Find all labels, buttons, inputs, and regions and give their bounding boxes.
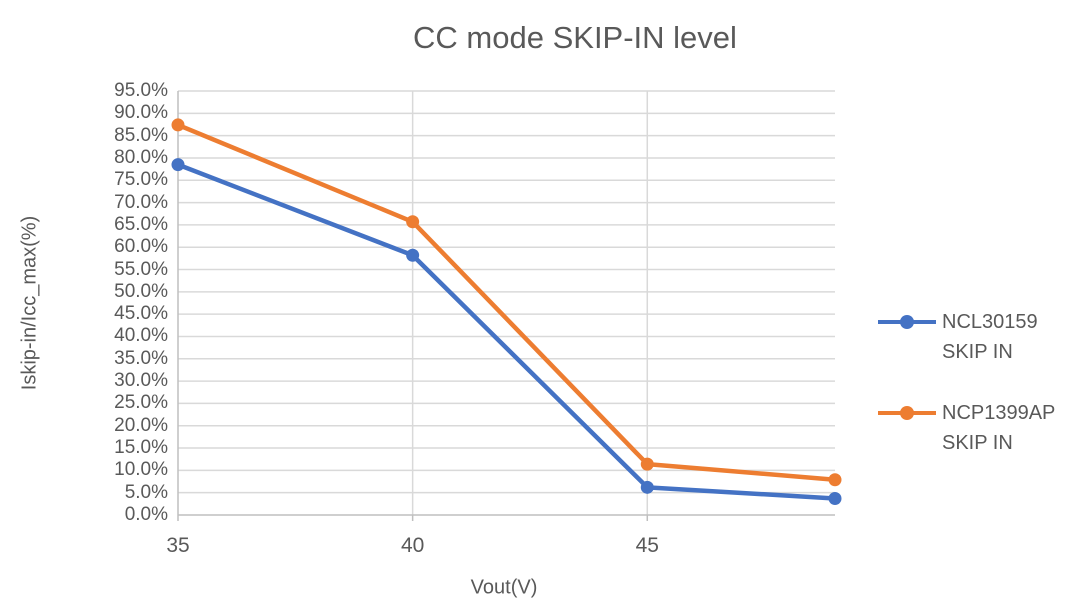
- legend-label: NCP1399AP SKIP IN: [942, 398, 1055, 458]
- series-line-ncl30159: [175, 162, 838, 501]
- y-axis-tick-label: 55.0%: [114, 258, 168, 280]
- y-axis-tick-label: 75.0%: [114, 169, 168, 191]
- legend-marker-series-1: [878, 398, 936, 428]
- y-axis-tick-label: 45.0%: [114, 303, 168, 325]
- legend-item-ncp1399ap: NCP1399AP SKIP IN: [878, 398, 1055, 458]
- data-point-marker: [640, 480, 654, 494]
- y-axis-tick-label: 90.0%: [114, 102, 168, 124]
- y-axis-tick-label: 80.0%: [114, 146, 168, 168]
- x-axis-tick-label: 35: [166, 534, 190, 557]
- y-axis-tick-label: 5.0%: [124, 481, 168, 503]
- y-axis-tick-label: 0.0%: [124, 504, 168, 525]
- legend-item-ncl30159: NCL30159 SKIP IN: [878, 307, 1038, 367]
- y-axis-tick-label: 60.0%: [114, 236, 168, 258]
- data-point-marker: [171, 118, 185, 132]
- y-axis-tick-label: 50.0%: [114, 280, 168, 302]
- data-point-marker: [640, 457, 654, 471]
- series-line-ncp1399ap: [175, 122, 838, 482]
- y-axis-tick-label: 35.0%: [114, 347, 168, 369]
- legend-label: NCL30159 SKIP IN: [942, 307, 1038, 367]
- y-axis-tick-label: 85.0%: [114, 124, 168, 146]
- x-axis-tick-label: 45: [635, 534, 659, 557]
- x-axis-title: Vout(V): [470, 576, 538, 599]
- legend-series-sublabel: SKIP IN: [942, 432, 1013, 454]
- data-point-marker: [171, 158, 185, 172]
- legend-series-name: NCL30159: [942, 311, 1038, 333]
- legend-dot-icon: [900, 315, 914, 329]
- x-axis-tick-label: 40: [400, 534, 425, 557]
- legend-series-sublabel: SKIP IN: [942, 341, 1013, 363]
- y-axis-tick-label: 95.0%: [114, 80, 168, 101]
- legend-dot-icon: [900, 406, 914, 420]
- legend-series-name: NCP1399AP: [942, 402, 1056, 424]
- chart-title: CC mode SKIP-IN level: [413, 20, 737, 55]
- data-point-marker: [406, 248, 420, 262]
- y-axis-tick-label: 15.0%: [114, 437, 168, 459]
- y-axis-tick-label: 25.0%: [114, 392, 168, 414]
- data-point-marker: [406, 215, 420, 229]
- y-axis-tick-label: 30.0%: [114, 370, 168, 392]
- data-point-marker: [828, 473, 842, 487]
- y-axis-tick-label: 65.0%: [114, 213, 168, 235]
- y-axis-tick-label: 70.0%: [114, 191, 168, 213]
- y-axis-tick-label: 20.0%: [114, 414, 168, 436]
- data-point-marker: [828, 491, 842, 505]
- y-axis-tick-label: 10.0%: [114, 459, 168, 481]
- legend-marker-series-0: [878, 307, 936, 337]
- y-axis-tick-label: 40.0%: [114, 325, 168, 347]
